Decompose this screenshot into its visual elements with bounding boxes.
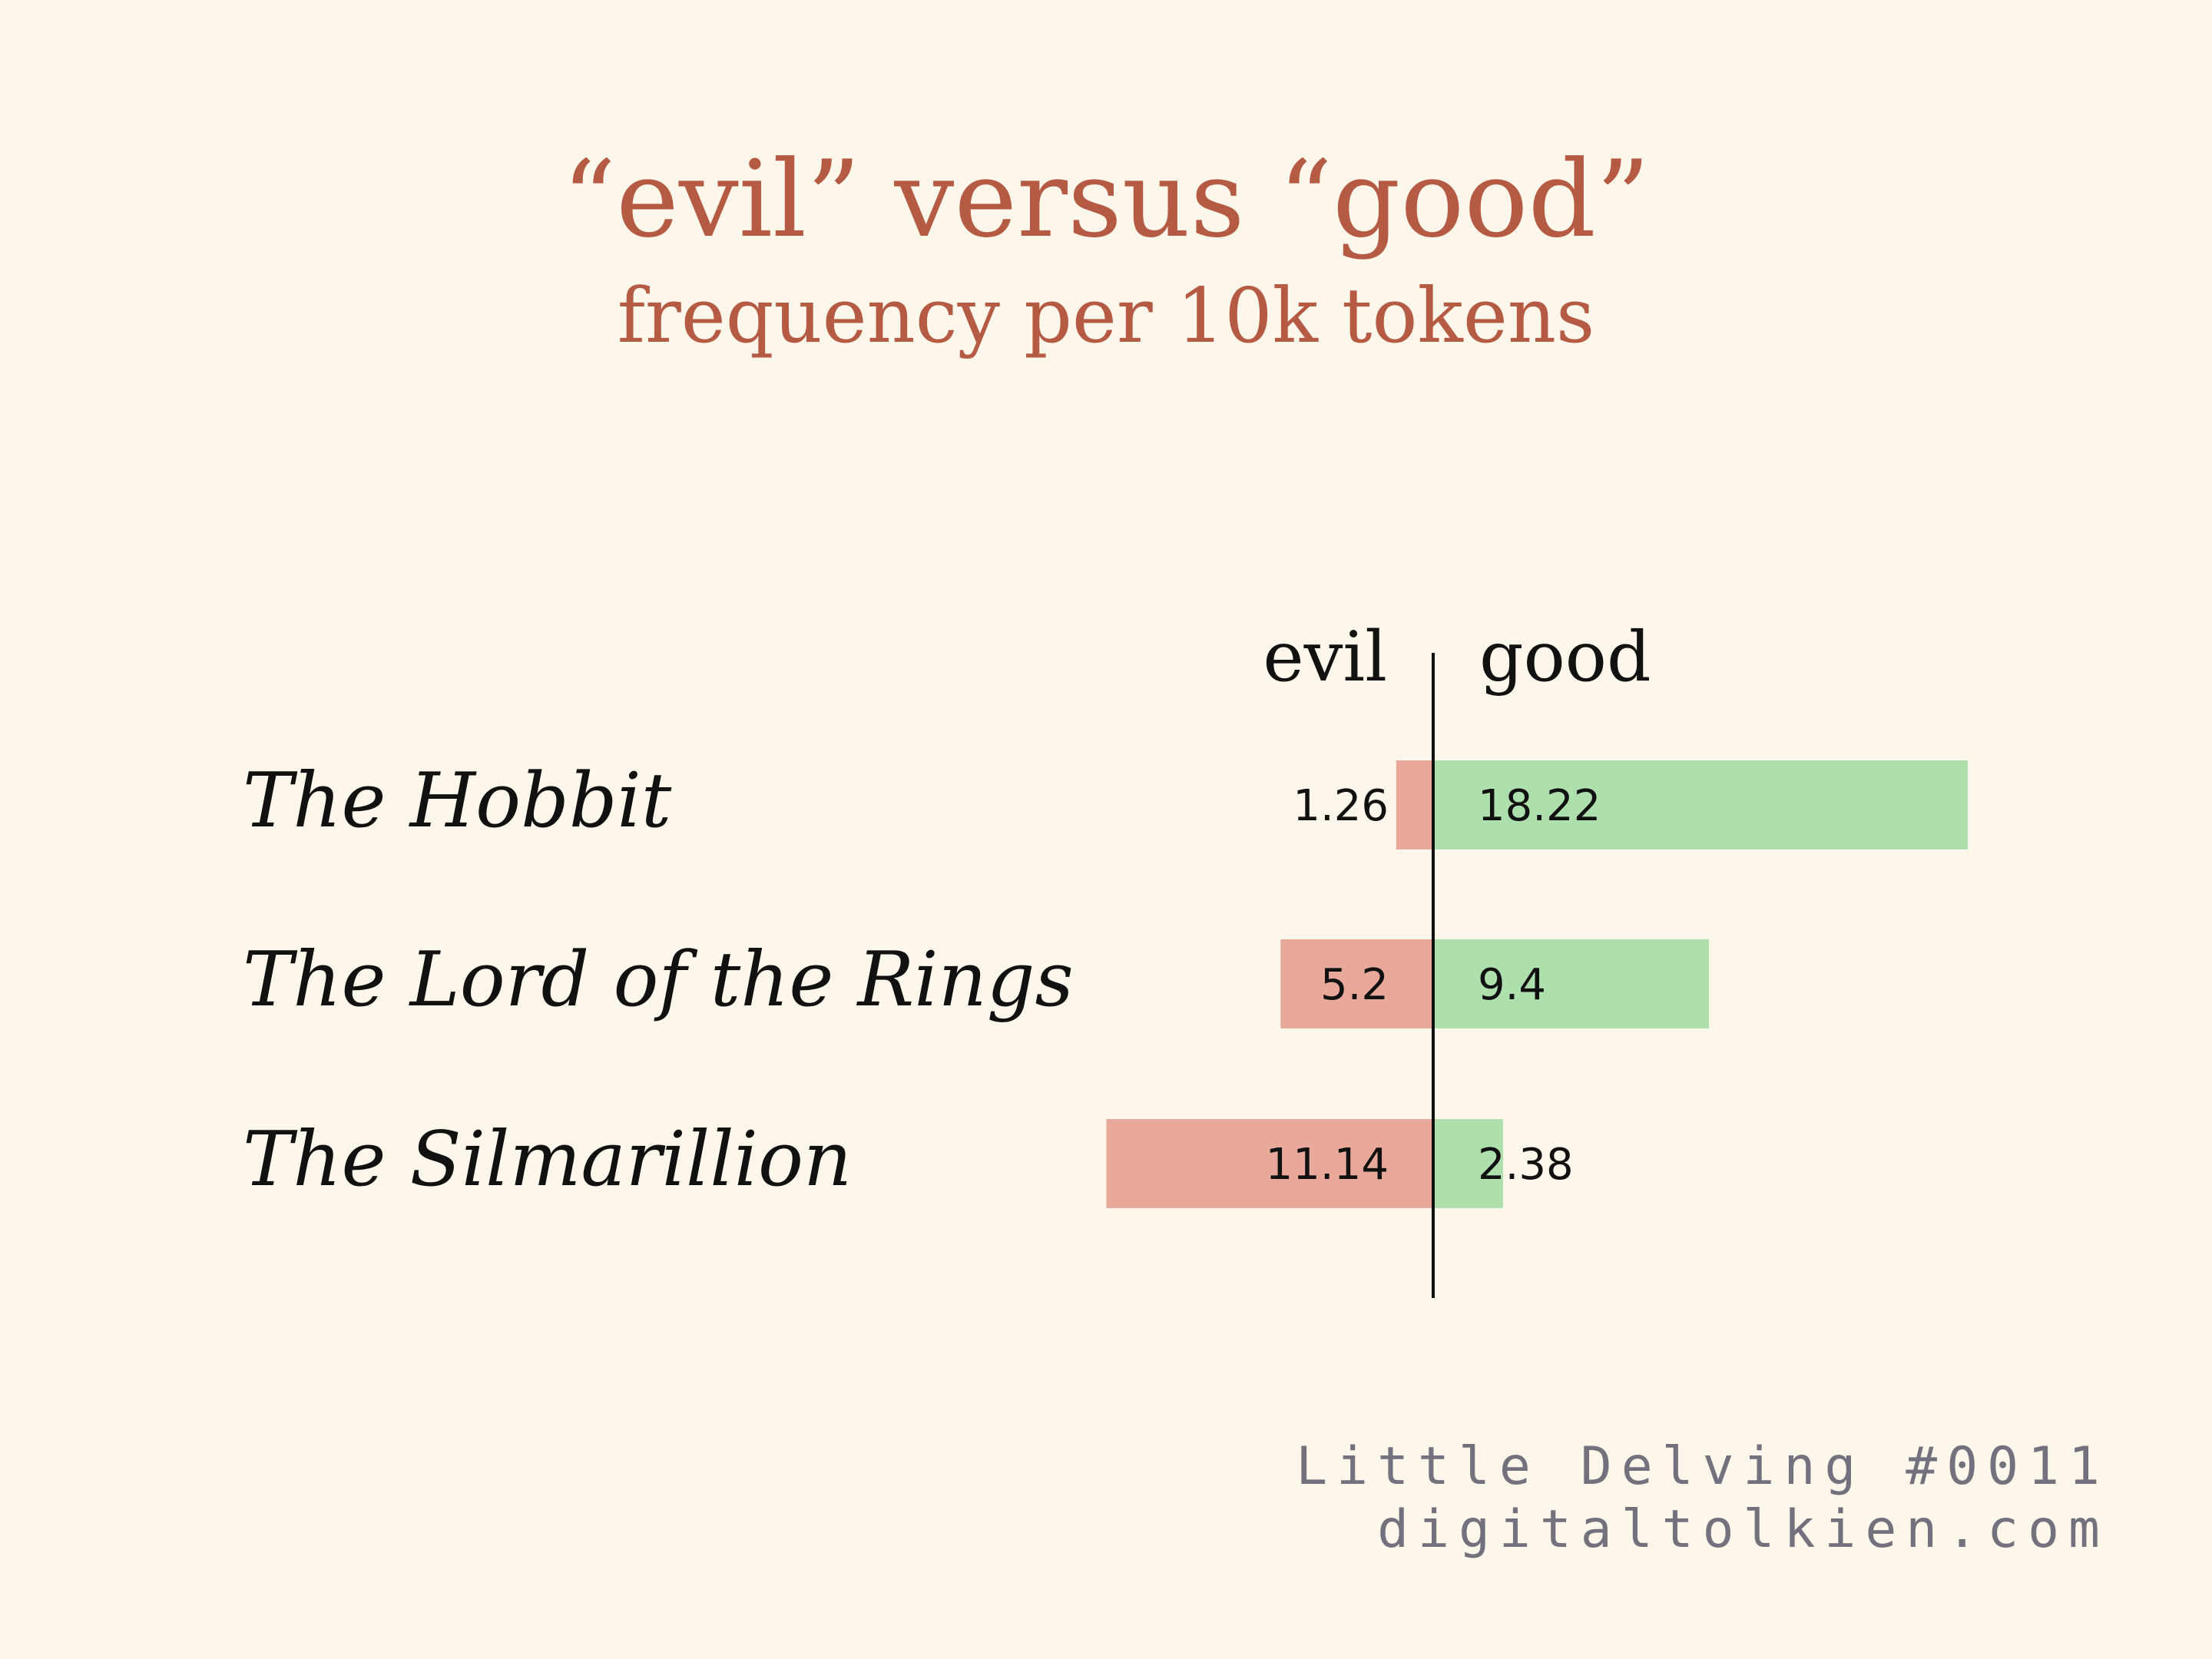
bar-good-the-hobbit (1433, 760, 1969, 849)
value-label-evil-the-lord-of-the-rings: 5.2 (1320, 960, 1389, 1010)
value-label-good-the-hobbit: 18.22 (1478, 781, 1601, 831)
bar-good-the-lord-of-the-rings (1433, 939, 1710, 1028)
category-label-the-lord-of-the-rings: The Lord of the Rings (243, 936, 1074, 1024)
bar-evil-the-silmarillion (1106, 1119, 1433, 1208)
value-label-good-the-silmarillion: 2.38 (1478, 1140, 1574, 1190)
value-label-evil-the-hobbit: 1.26 (1293, 781, 1389, 831)
value-label-good-the-lord-of-the-rings: 9.4 (1478, 960, 1546, 1010)
bars-layer (1106, 760, 1969, 1208)
value-label-evil-the-silmarillion: 11.14 (1266, 1140, 1389, 1190)
bar-good-the-silmarillion (1433, 1119, 1503, 1208)
labels-layer: The Hobbit 1.26 18.22 The Lord of the Rings… (243, 617, 1651, 1298)
chart-title: “evil” versus “good” (561, 137, 1651, 261)
footer-series-label: Little Delving #0011 (1296, 1436, 2109, 1497)
column-header-good: good (1479, 617, 1651, 697)
bar-evil-the-lord-of-the-rings (1280, 939, 1433, 1028)
bar-evil-the-hobbit (1396, 760, 1433, 849)
category-label-the-hobbit: The Hobbit (243, 757, 672, 845)
category-label-the-silmarillion: The Silmarillion (243, 1116, 852, 1204)
chart-subtitle: frequency per 10k tokens (617, 273, 1595, 360)
footer-website: digitaltolkien.com (1377, 1499, 2109, 1560)
column-header-evil: evil (1263, 617, 1387, 697)
